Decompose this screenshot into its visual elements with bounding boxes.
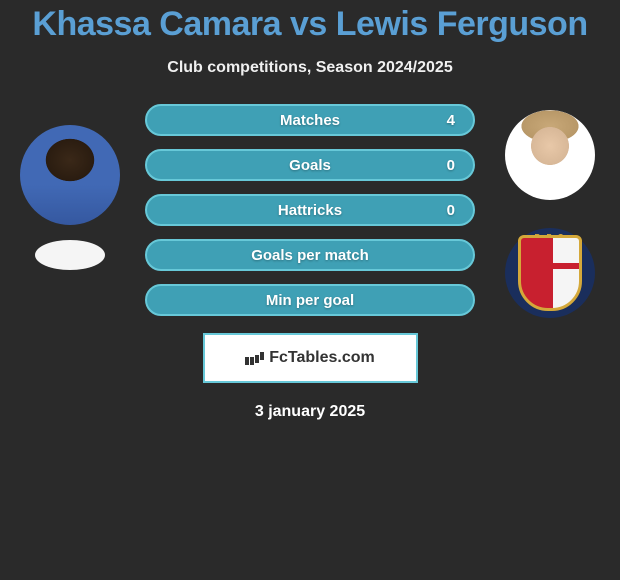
content-row: Matches 4 Goals 0 Hattricks 0 Goals per … <box>0 107 620 318</box>
brand-text: FcTables.com <box>269 349 375 367</box>
player2-avatar <box>505 110 595 200</box>
player1-column <box>10 125 130 270</box>
page-title: Khassa Camara vs Lewis Ferguson <box>0 5 620 44</box>
stat-label: Goals per match <box>251 247 369 264</box>
player2-column: B F C <box>490 110 610 318</box>
stat-label: Hattricks <box>278 202 342 219</box>
stat-row-matches: Matches 4 <box>145 104 475 136</box>
stat-row-hattricks: Hattricks 0 <box>145 194 475 226</box>
brand-box[interactable]: FcTables.com <box>203 333 418 383</box>
stat-value-right: 4 <box>447 112 455 129</box>
stat-row-goals: Goals 0 <box>145 149 475 181</box>
stat-row-min-per-goal: Min per goal <box>145 284 475 316</box>
stat-value-right: 0 <box>447 202 455 219</box>
subtitle: Club competitions, Season 2024/2025 <box>0 59 620 77</box>
player1-club-badge <box>35 240 105 270</box>
stats-list: Matches 4 Goals 0 Hattricks 0 Goals per … <box>130 104 490 316</box>
date-text: 3 january 2025 <box>0 403 620 421</box>
stat-label: Min per goal <box>266 292 354 309</box>
stat-label: Matches <box>280 112 340 129</box>
stat-label: Goals <box>289 157 331 174</box>
player1-face-placeholder <box>20 125 120 225</box>
player1-avatar <box>20 125 120 225</box>
comparison-card: Khassa Camara vs Lewis Ferguson Club com… <box>0 0 620 421</box>
player2-club-badge: B F C <box>505 228 595 318</box>
club-shield-icon <box>518 235 582 311</box>
stat-row-goals-per-match: Goals per match <box>145 239 475 271</box>
bars-icon <box>245 351 265 365</box>
stat-value-right: 0 <box>447 157 455 174</box>
player2-face-placeholder <box>505 110 595 200</box>
